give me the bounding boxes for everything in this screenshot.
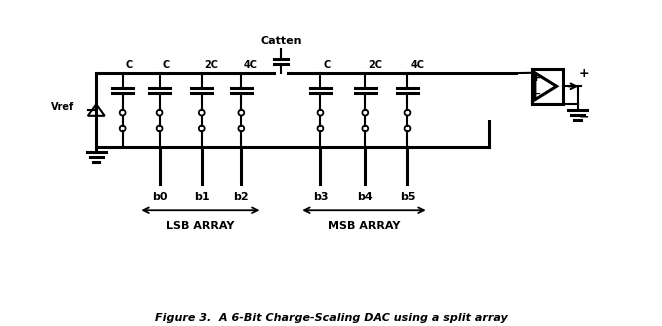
Text: Figure 3.  A 6-Bit Charge-Scaling DAC using a split array: Figure 3. A 6-Bit Charge-Scaling DAC usi… (155, 313, 507, 323)
Text: 4C: 4C (244, 60, 258, 70)
Text: b2: b2 (234, 192, 249, 202)
Text: 2C: 2C (368, 60, 382, 70)
Text: C: C (323, 60, 330, 70)
Text: b1: b1 (194, 192, 210, 202)
Text: b0: b0 (152, 192, 167, 202)
Text: +: + (532, 73, 541, 83)
Text: 4C: 4C (410, 60, 424, 70)
Text: −: − (532, 89, 541, 99)
Text: +: + (579, 67, 589, 80)
Text: C: C (162, 60, 169, 70)
Text: Catten: Catten (260, 36, 302, 46)
Text: C: C (125, 60, 132, 70)
Text: LSB ARRAY: LSB ARRAY (166, 221, 234, 231)
Text: b5: b5 (400, 192, 415, 202)
Text: MSB ARRAY: MSB ARRAY (328, 221, 400, 231)
Text: Vref: Vref (51, 102, 74, 112)
Text: 2C: 2C (205, 60, 218, 70)
Text: b4: b4 (357, 192, 373, 202)
Text: b3: b3 (312, 192, 328, 202)
Text: −: − (579, 110, 589, 123)
